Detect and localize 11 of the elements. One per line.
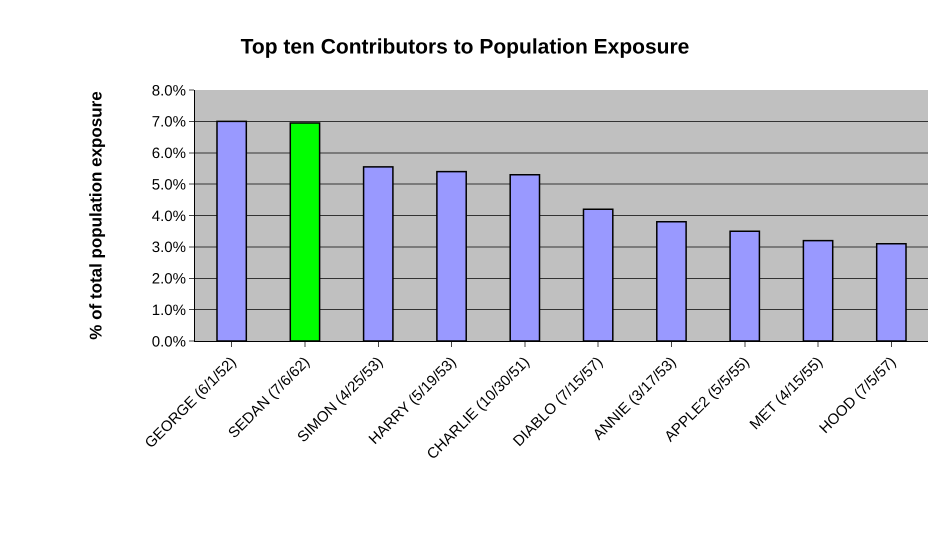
y-tick-label: 5.0% <box>152 176 186 194</box>
y-tick-label: 8.0% <box>152 82 186 100</box>
chart-title: Top ten Contributors to Population Exposure <box>240 36 690 59</box>
y-tick-label: 0.0% <box>152 333 186 350</box>
y-tick-label: 3.0% <box>152 239 186 256</box>
y-tick-label: 4.0% <box>152 208 186 225</box>
y-tick-label: 7.0% <box>152 114 186 131</box>
y-axis-title: % of total population exposure <box>86 91 106 340</box>
y-tick-label: 1.0% <box>152 302 186 319</box>
y-tick-label: 6.0% <box>152 145 186 162</box>
y-tick-label: 2.0% <box>152 270 186 288</box>
